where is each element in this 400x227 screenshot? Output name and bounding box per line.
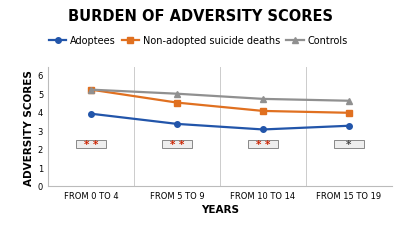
FancyBboxPatch shape	[334, 141, 364, 148]
Text: BURDEN OF ADVERSITY SCORES: BURDEN OF ADVERSITY SCORES	[68, 9, 332, 24]
Y-axis label: ADVERSITY SCORES: ADVERSITY SCORES	[24, 69, 34, 185]
FancyBboxPatch shape	[162, 141, 192, 148]
FancyBboxPatch shape	[248, 141, 278, 148]
Text: * *: * *	[256, 140, 270, 150]
FancyBboxPatch shape	[76, 141, 106, 148]
Text: * *: * *	[170, 140, 184, 150]
Text: * *: * *	[84, 140, 98, 150]
Legend: Adoptees, Non-adopted suicide deaths, Controls: Adoptees, Non-adopted suicide deaths, Co…	[45, 32, 352, 50]
X-axis label: YEARS: YEARS	[201, 204, 239, 214]
Text: *: *	[346, 140, 352, 150]
